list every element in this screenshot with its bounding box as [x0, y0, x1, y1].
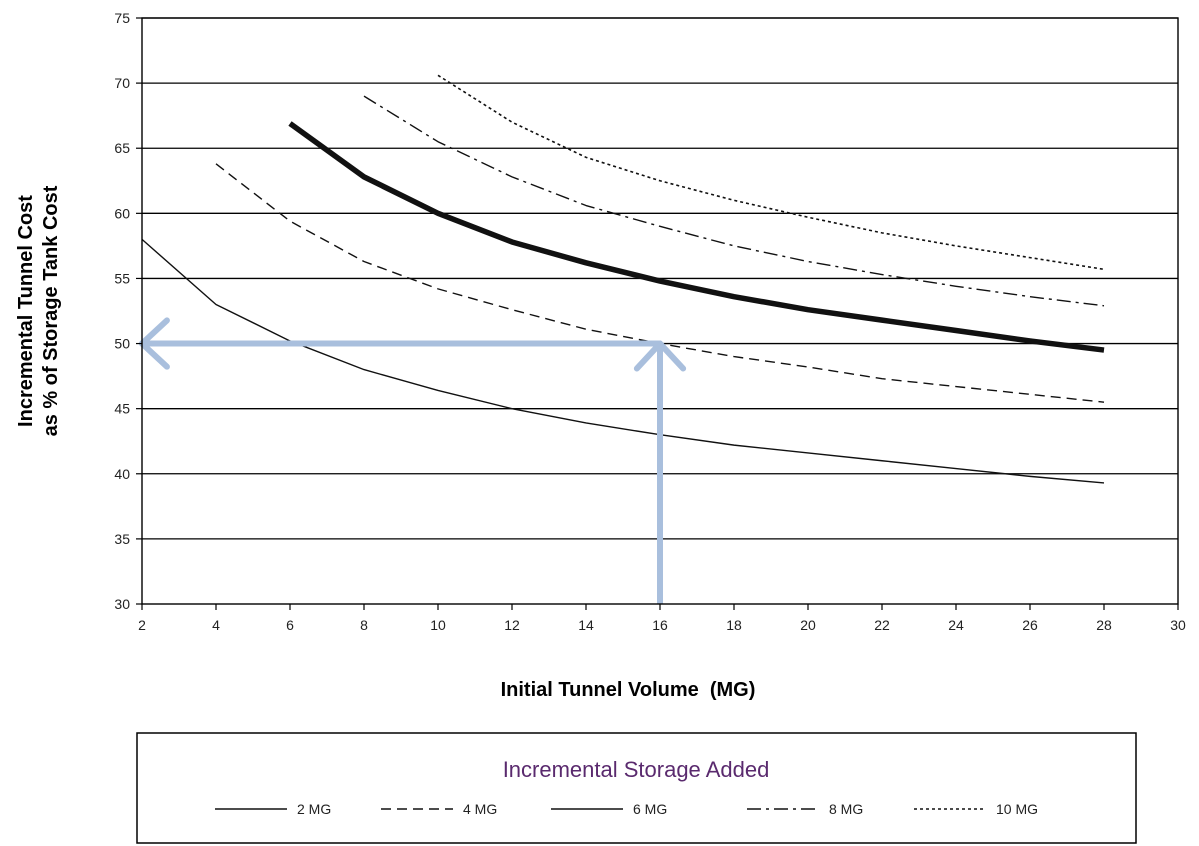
annotation-arrow-2 — [139, 317, 660, 370]
legend-item-2-mg: 2 MG — [215, 801, 331, 817]
series-line-8-mg — [363, 95, 1105, 307]
arrow-head-1 — [633, 340, 663, 372]
y-tick-label-50: 50 — [114, 336, 130, 352]
legend-item-8-mg: 8 MG — [747, 801, 863, 817]
x-tick-label-8: 8 — [360, 617, 368, 633]
x-tick-label-10: 10 — [430, 617, 446, 633]
legend-box — [136, 732, 1137, 844]
arrow-head-1 — [139, 340, 170, 370]
x-tick-label-30: 30 — [1170, 617, 1186, 633]
legend-label: 8 MG — [829, 801, 863, 817]
series-lines — [142, 74, 1105, 484]
legend-label: 6 MG — [633, 801, 667, 817]
annotation-arrow-1 — [633, 340, 687, 604]
arrow-head-2 — [657, 340, 687, 372]
y-tick-label-60: 60 — [114, 205, 130, 221]
y-tick-label-40: 40 — [114, 466, 130, 482]
x-tick-label-6: 6 — [286, 617, 294, 633]
x-tick-label-14: 14 — [578, 617, 594, 633]
axes — [136, 17, 1179, 610]
y-axis-title-line-1: Incremental Tunnel Cost — [15, 195, 37, 427]
legend-label: 10 MG — [996, 801, 1038, 817]
legend-item-4-mg: 4 MG — [381, 801, 497, 817]
x-tick-label-24: 24 — [948, 617, 964, 633]
y-tick-label-30: 30 — [114, 596, 130, 612]
x-tick-label-22: 22 — [874, 617, 890, 633]
y-tick-label-65: 65 — [114, 140, 130, 156]
legend-title: Incremental Storage Added — [503, 757, 770, 782]
legend-item-10-mg: 10 MG — [914, 801, 1038, 817]
annotation-arrows — [139, 317, 687, 604]
x-tick-label-18: 18 — [726, 617, 742, 633]
y-axis-title-line-2: as % of Storage Tank Cost — [40, 185, 62, 436]
x-tick-label-20: 20 — [800, 617, 816, 633]
y-tick-label-45: 45 — [114, 401, 130, 417]
x-tick-label-12: 12 — [504, 617, 520, 633]
legend-item-6-mg: 6 MG — [551, 801, 667, 817]
legend-items: 2 MG 4 MG 6 MG 8 MG 10 MG — [215, 801, 1038, 817]
legend: Incremental Storage Added 2 MG 4 MG 6 MG 8 … — [136, 732, 1137, 844]
legend-label: 4 MG — [463, 801, 497, 817]
y-tick-label-70: 70 — [114, 75, 130, 91]
y-tick-label-35: 35 — [114, 531, 130, 547]
tick-labels: 2 4 6 8 10 12 14 16 18 20 22 24 26 28 3030354045505560… — [114, 10, 1186, 633]
series-line-6-mg — [288, 121, 1105, 353]
series-line-2-mg — [142, 238, 1105, 484]
y-tick-label-75: 75 — [114, 10, 130, 26]
x-tick-label-2: 2 — [138, 617, 146, 633]
x-tick-label-4: 4 — [212, 617, 220, 633]
y-tick-label-55: 55 — [114, 270, 130, 286]
x-axis-title: Initial Tunnel Volume (MG) — [501, 679, 756, 701]
x-tick-label-26: 26 — [1022, 617, 1038, 633]
arrow-head-2 — [139, 317, 170, 347]
x-tick-label-28: 28 — [1096, 617, 1112, 633]
x-tick-label-16: 16 — [652, 617, 668, 633]
series-line-10-mg — [437, 74, 1105, 271]
legend-label: 2 MG — [297, 801, 331, 817]
